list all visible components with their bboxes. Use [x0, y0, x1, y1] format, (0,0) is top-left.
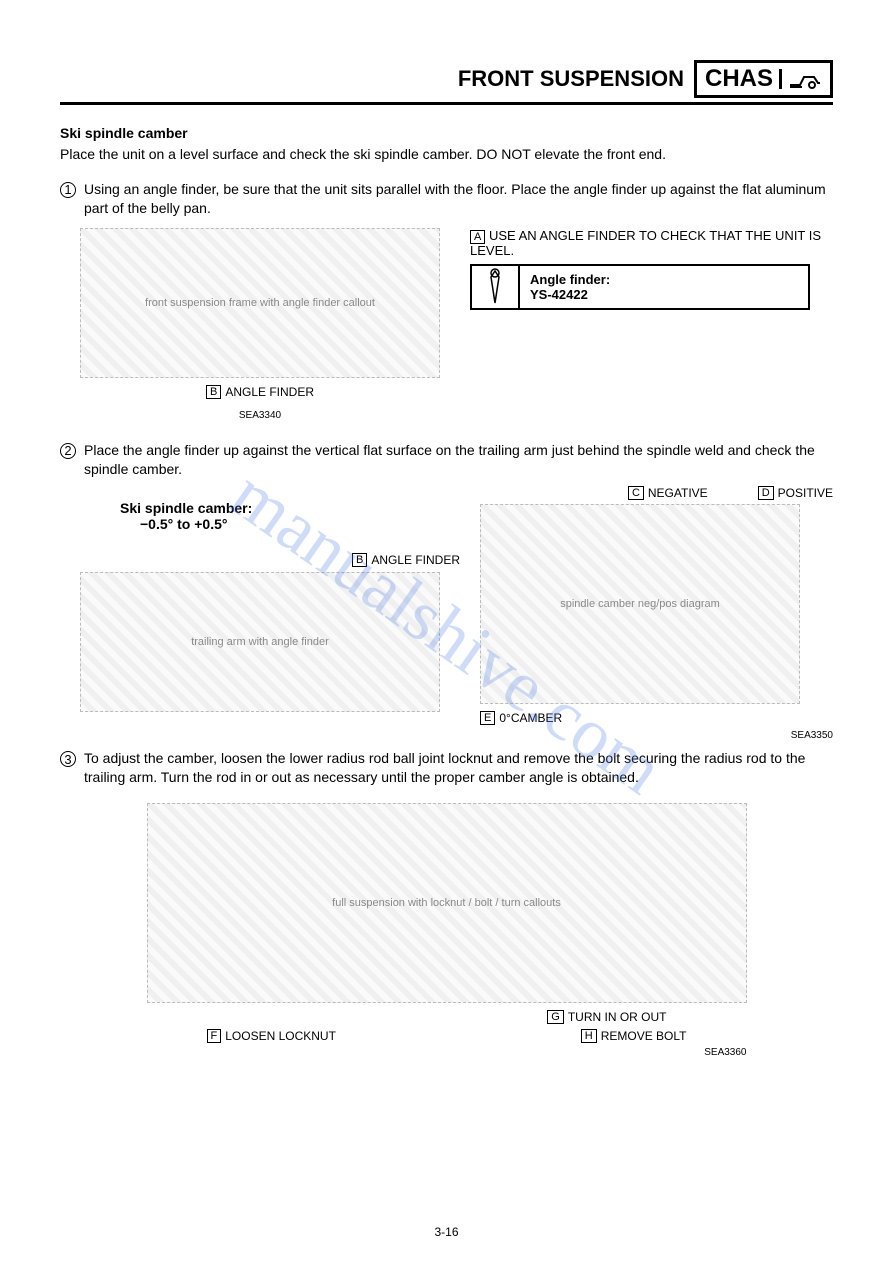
- callout-G-text: TURN IN OR OUT: [568, 1010, 667, 1024]
- step-number-3: 3: [60, 751, 76, 767]
- spec-value: −0.5° to +0.5°: [140, 516, 460, 532]
- figure-block-3: full suspension with locknut / bolt / tu…: [147, 803, 747, 1058]
- page-header: FRONT SUSPENSION CHAS: [60, 60, 833, 105]
- step-number-2: 2: [60, 443, 76, 459]
- snowmobile-icon: [779, 69, 822, 89]
- tool-part: YS-42422: [530, 287, 610, 302]
- diagram-3: full suspension with locknut / bolt / tu…: [147, 803, 747, 1003]
- callout-E-letter: E: [480, 711, 495, 725]
- callout-F-text: LOOSEN LOCKNUT: [225, 1029, 336, 1043]
- neg-pos-row: C NEGATIVE D POSITIVE: [480, 486, 833, 500]
- page-number: 3-16: [0, 1225, 893, 1239]
- callout-C: C NEGATIVE: [628, 486, 708, 500]
- diagram-1: front suspension frame with angle finder…: [80, 228, 440, 378]
- diagram-2-right: spindle camber neg/pos diagram: [480, 504, 800, 704]
- callout-C-letter: C: [628, 486, 644, 500]
- chapter-box: CHAS: [694, 60, 833, 98]
- callout-F: F LOOSEN LOCKNUT: [207, 1029, 336, 1043]
- step-3: 3 To adjust the camber, loosen the lower…: [60, 749, 833, 787]
- diagram-2-left: trailing arm with angle finder: [80, 572, 440, 712]
- step-1: 1 Using an angle finder, be sure that th…: [60, 180, 833, 218]
- spec-block: Ski spindle camber: −0.5° to +0.5°: [120, 500, 460, 532]
- callout-B-text: ANGLE FINDER: [225, 385, 314, 399]
- callout-B: B ANGLE FINDER: [206, 385, 314, 399]
- callout-B-letter: B: [206, 385, 221, 399]
- header-title: FRONT SUSPENSION: [458, 66, 684, 92]
- figure-block-2: Ski spindle camber: −0.5° to +0.5° B ANG…: [80, 486, 833, 741]
- callout-D: D POSITIVE: [758, 486, 833, 500]
- callout-B2: B ANGLE FINDER: [352, 553, 460, 567]
- fig-code-3: SEA3360: [147, 1047, 747, 1058]
- callout-E: E 0°CAMBER: [480, 711, 562, 725]
- callout-H-text: REMOVE BOLT: [601, 1029, 687, 1043]
- callout-A-letter: A: [470, 230, 485, 244]
- step-number-1: 1: [60, 182, 76, 198]
- step-3-text: To adjust the camber, loosen the lower r…: [84, 749, 833, 787]
- callout-A: A USE AN ANGLE FINDER TO CHECK THAT THE …: [470, 228, 833, 258]
- tool-box: Angle finder: YS-42422: [470, 264, 810, 310]
- tool-text: Angle finder: YS-42422: [520, 266, 620, 308]
- tool-name: Angle finder:: [530, 272, 610, 287]
- section-title: Ski spindle camber: [60, 125, 833, 141]
- callout-E-text: 0°CAMBER: [499, 711, 562, 725]
- bottom-labels: F LOOSEN LOCKNUT H REMOVE BOLT: [147, 1029, 747, 1043]
- callout-G-letter: G: [547, 1010, 564, 1024]
- callout-F-letter: F: [207, 1029, 222, 1043]
- fig-code-1: SEA3340: [80, 410, 440, 421]
- callout-D-letter: D: [758, 486, 774, 500]
- spec-title: Ski spindle camber:: [120, 500, 460, 516]
- callout-B2-letter: B: [352, 553, 367, 567]
- chapter-code: CHAS: [705, 65, 773, 93]
- figure-block-1: front suspension frame with angle finder…: [80, 228, 833, 421]
- step-2-text: Place the angle finder up against the ve…: [84, 441, 833, 479]
- step-2: 2 Place the angle finder up against the …: [60, 441, 833, 479]
- callout-D-text: POSITIVE: [778, 486, 833, 500]
- callout-C-text: NEGATIVE: [648, 486, 708, 500]
- fig-code-2: SEA3350: [480, 730, 833, 741]
- step-1-text: Using an angle finder, be sure that the …: [84, 180, 833, 218]
- callout-B2-text: ANGLE FINDER: [371, 553, 460, 567]
- section-intro: Place the unit on a level surface and ch…: [60, 145, 833, 164]
- callout-H-letter: H: [581, 1029, 597, 1043]
- callout-A-text: USE AN ANGLE FINDER TO CHECK THAT THE UN…: [470, 228, 821, 258]
- callout-H: H REMOVE BOLT: [581, 1029, 687, 1043]
- callout-G: G TURN IN OR OUT: [547, 1010, 666, 1024]
- wrench-icon: [472, 266, 520, 308]
